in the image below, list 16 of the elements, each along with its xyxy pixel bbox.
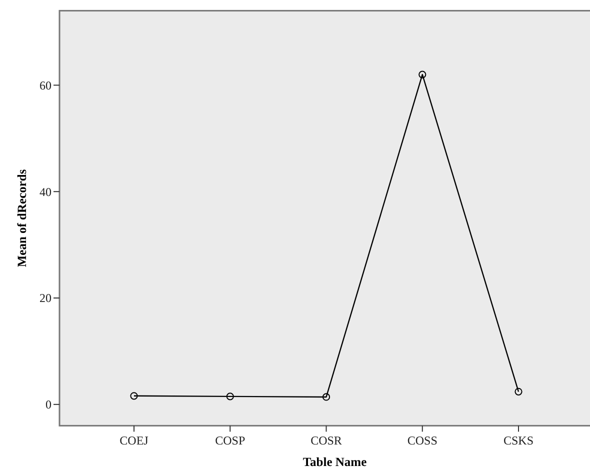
- x-axis-title: Table Name: [302, 455, 368, 469]
- x-tick-label: CSKS: [503, 434, 534, 448]
- x-tick-label: COEJ: [120, 434, 149, 448]
- y-tick-label: 60: [40, 78, 52, 92]
- x-tick-label: COSP: [215, 434, 246, 448]
- x-tick-label: COSR: [310, 434, 342, 448]
- point: [514, 388, 522, 396]
- y-axis-title: Mean of dRecords: [15, 169, 29, 268]
- point: [418, 70, 426, 78]
- y-tick-label: 0: [46, 398, 52, 412]
- x-tick-label: COSS: [407, 434, 438, 448]
- point: [130, 392, 138, 400]
- point: [322, 393, 330, 401]
- y-tick-label: 40: [40, 184, 52, 199]
- y-tick-label: 20: [40, 291, 52, 306]
- point: [226, 392, 234, 400]
